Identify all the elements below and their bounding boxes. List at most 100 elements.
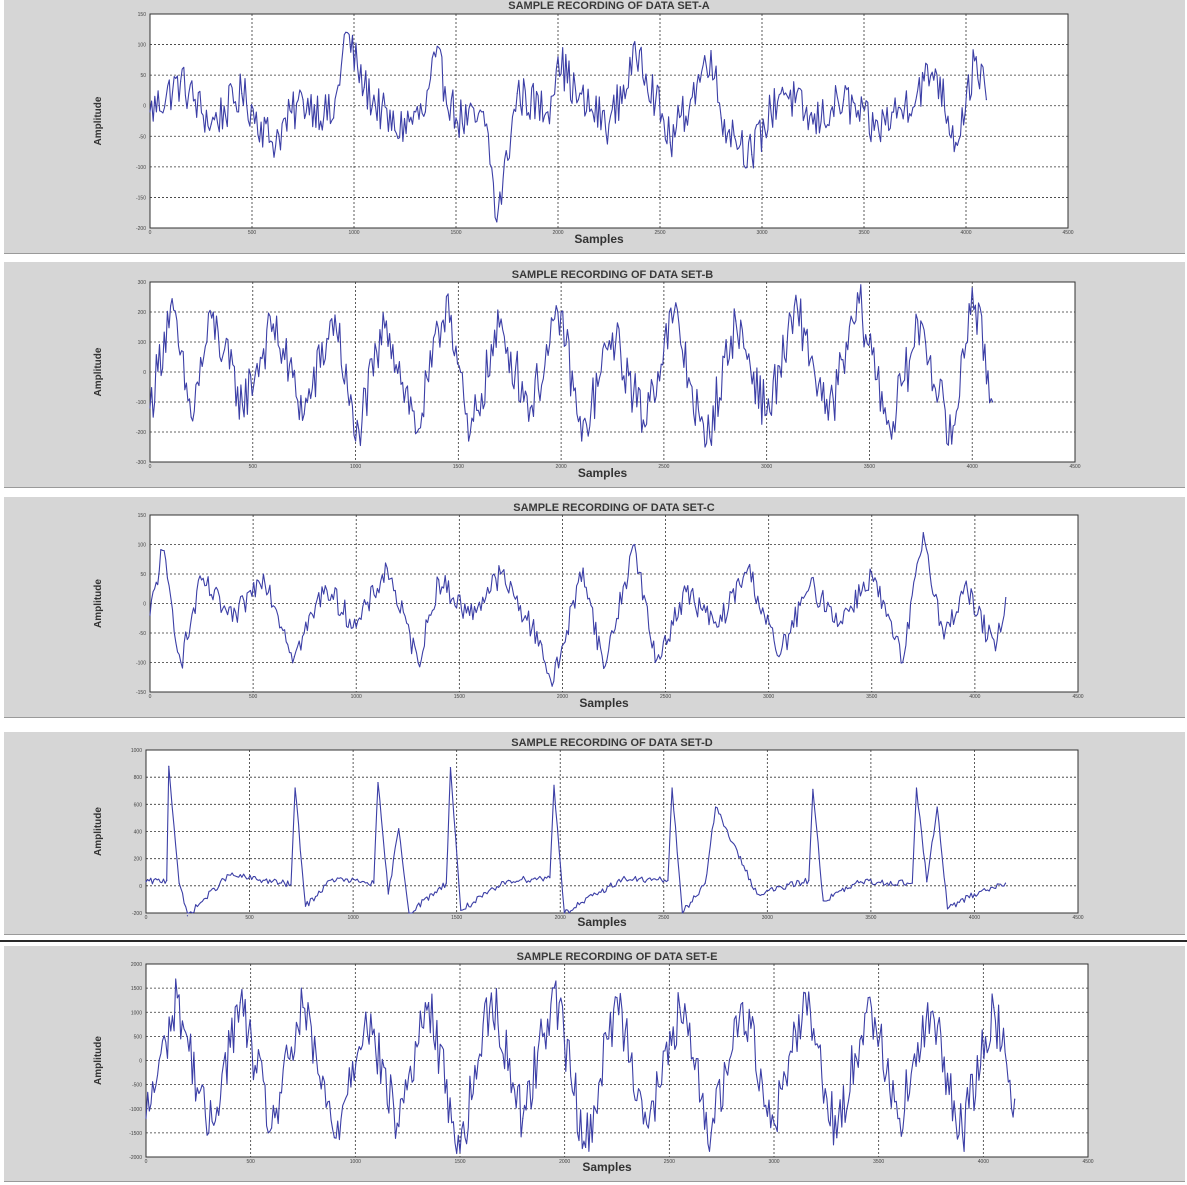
data-point-b	[241, 404, 244, 406]
data-point-a	[690, 99, 692, 101]
y-tick-label: 800	[134, 775, 143, 781]
data-point-a	[873, 129, 875, 131]
data-point-a	[496, 221, 498, 223]
data-point-d	[178, 882, 180, 884]
data-point-b	[190, 416, 192, 418]
signal-trace-e	[145, 978, 1016, 1155]
data-point-c	[1005, 597, 1007, 599]
data-point-d	[946, 908, 949, 910]
x-tick-label: 1500	[454, 694, 465, 700]
data-point-c	[200, 579, 203, 581]
x-tick-label: 3500	[864, 464, 875, 470]
data-point-a	[547, 111, 549, 113]
data-point-d	[667, 879, 669, 882]
y-tick-label: -200	[132, 911, 142, 917]
x-tick-label: 1000	[348, 915, 359, 921]
chart-a: 0 500 1000 1500 2000 2500 3000 3500 4000 45001501…	[93, 0, 1074, 246]
data-point-c	[161, 549, 163, 552]
x-tick-label: 2500	[654, 230, 665, 236]
data-point-a	[843, 99, 845, 101]
x-tick-label: 1500	[450, 230, 461, 236]
data-point-c	[551, 685, 553, 687]
data-point-c	[603, 667, 605, 670]
x-axis-label-b: Samples	[578, 466, 628, 480]
panel-divider	[0, 940, 1187, 942]
x-axis-label-a: Samples	[574, 232, 624, 246]
data-point-d	[331, 878, 333, 880]
data-point-b	[796, 308, 799, 310]
y-tick-label: 1000	[131, 1010, 142, 1016]
data-point-b	[334, 314, 336, 316]
data-point-d	[507, 879, 510, 882]
data-point-d	[822, 900, 824, 902]
data-point-e	[961, 1132, 964, 1134]
x-tick-label: 2000	[559, 1159, 570, 1165]
data-point-a	[975, 56, 977, 58]
x-tick-label: 1000	[348, 230, 359, 236]
y-tick-label: 500	[134, 1034, 143, 1040]
data-point-a	[577, 99, 580, 101]
x-tick-label: 2500	[658, 915, 669, 921]
data-point-b	[416, 431, 418, 433]
y-tick-label: -100	[136, 400, 146, 406]
data-point-a	[710, 50, 712, 52]
x-tick-label: 2500	[664, 1159, 675, 1165]
data-point-e	[239, 1002, 241, 1004]
data-point-b	[272, 323, 274, 325]
data-point-a	[812, 123, 814, 125]
y-tick-label: -200	[136, 226, 146, 232]
data-point-d	[1004, 882, 1007, 884]
y-tick-label: 0	[143, 370, 146, 376]
data-point-b	[951, 443, 953, 445]
x-tick-label: 4000	[969, 915, 980, 921]
data-point-c	[180, 661, 182, 664]
y-tick-label: -1500	[129, 1131, 142, 1137]
data-point-b	[169, 305, 172, 307]
x-tick-label: 0	[149, 694, 152, 700]
data-point-a	[516, 92, 518, 95]
data-point-d	[812, 788, 814, 790]
data-point-c	[541, 644, 543, 646]
data-point-a	[985, 99, 988, 101]
data-point-a	[345, 31, 347, 33]
y-tick-label: -50	[139, 134, 146, 140]
data-point-e	[647, 1127, 650, 1129]
data-point-b	[211, 317, 213, 319]
y-tick-label: -150	[136, 690, 146, 696]
data-point-b	[889, 428, 891, 430]
data-point-c	[902, 661, 904, 664]
data-point-b	[560, 311, 562, 313]
data-point-a	[271, 141, 273, 143]
chart-b: 0 500 1000 1500 2000 2500 3000 3500 4000 45003002…	[93, 269, 1081, 480]
x-tick-label: 3000	[761, 464, 772, 470]
data-point-a	[934, 68, 937, 70]
data-point-b	[766, 413, 768, 415]
y-tick-label: 0	[143, 602, 146, 608]
x-axis-label-d: Samples	[577, 915, 627, 929]
data-point-d	[973, 893, 976, 895]
data-point-e	[271, 1127, 273, 1129]
data-point-b	[149, 407, 151, 409]
data-point-a	[149, 111, 151, 113]
data-point-d	[859, 881, 862, 883]
x-tick-label: 2000	[556, 464, 567, 470]
data-point-e	[836, 1137, 838, 1139]
data-point-b	[468, 440, 470, 442]
data-point-c	[778, 656, 780, 658]
data-point-b	[611, 332, 614, 334]
data-point-d	[145, 881, 147, 883]
data-point-a	[608, 123, 610, 125]
data-point-c	[324, 585, 326, 587]
data-point-a	[720, 117, 722, 119]
data-point-d	[926, 881, 928, 883]
data-point-d	[704, 882, 706, 884]
data-point-a	[241, 92, 243, 95]
data-point-d	[408, 912, 410, 914]
data-point-d	[294, 787, 296, 789]
data-point-c	[809, 585, 811, 587]
y-tick-label: 300	[138, 280, 147, 286]
data-point-e	[428, 1002, 430, 1004]
data-point-a	[394, 129, 396, 131]
x-tick-label: 0	[149, 464, 152, 470]
data-point-d	[304, 905, 307, 907]
